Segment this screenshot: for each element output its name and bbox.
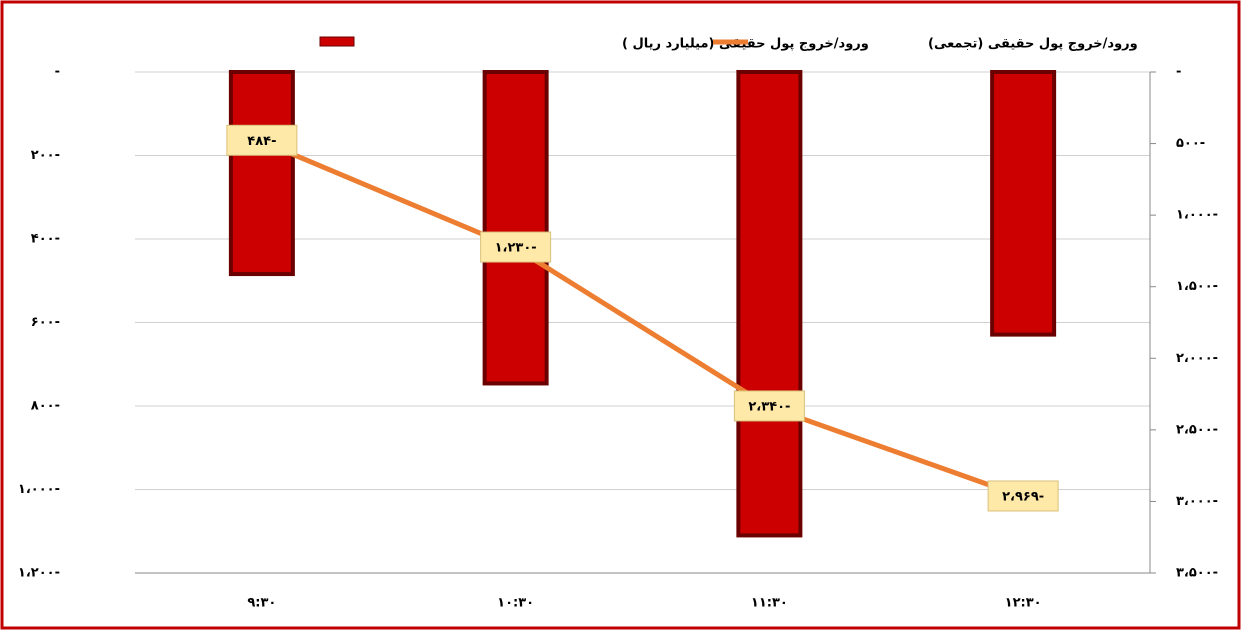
y-tick-label: - xyxy=(55,65,60,80)
bar xyxy=(228,70,295,277)
y2-tick-label: ۲،۰۰۰- xyxy=(1176,351,1218,366)
data-label-box xyxy=(480,231,552,263)
y2-tick-label: ۵۰۰- xyxy=(1176,136,1205,151)
y2-tick-label: ۱،۵۰۰- xyxy=(1176,279,1218,294)
bar xyxy=(990,70,1057,337)
legend-swatch xyxy=(319,36,355,47)
y2-tick-label: ۳،۰۰۰- xyxy=(1176,494,1218,509)
data-label-box xyxy=(987,480,1059,512)
y-tick-label: ۱،۰۰۰- xyxy=(18,482,60,497)
bar xyxy=(482,70,549,386)
legend-label: ورود/خروج پول حقیقی (تجمعی) xyxy=(928,37,1138,52)
bar xyxy=(736,70,803,538)
data-label: ۲،۳۴۰- xyxy=(748,399,790,414)
x-tick-label: ۱۱:۳۰ xyxy=(751,596,788,611)
y2-tick-label: ۳،۵۰۰- xyxy=(1176,566,1218,581)
x-tick-label: ۱۰:۳۰ xyxy=(497,596,534,611)
y2-tick-label: ۲،۵۰۰- xyxy=(1176,422,1218,437)
data-label: ۲،۹۶۹- xyxy=(1002,489,1044,504)
y2-tick-label: - xyxy=(1176,65,1181,80)
data-label-box xyxy=(226,124,298,156)
x-tick-label: ۱۲:۳۰ xyxy=(1005,596,1042,611)
line xyxy=(260,138,1024,500)
y-tick-label: ۱،۲۰۰- xyxy=(18,566,60,581)
y-tick-label: ۶۰۰- xyxy=(31,315,60,330)
data-label: ۴۸۴- xyxy=(247,134,276,149)
y2-tick-label: ۱،۰۰۰- xyxy=(1176,208,1218,223)
data-label: ۱،۲۳۰- xyxy=(495,241,537,256)
data-label-box xyxy=(733,390,805,422)
y-tick-label: ۸۰۰- xyxy=(31,399,60,414)
x-tick-label: ۹:۳۰ xyxy=(247,596,276,611)
y-tick-label: ۴۰۰- xyxy=(31,232,60,247)
y-tick-label: ۲۰۰- xyxy=(31,148,60,163)
